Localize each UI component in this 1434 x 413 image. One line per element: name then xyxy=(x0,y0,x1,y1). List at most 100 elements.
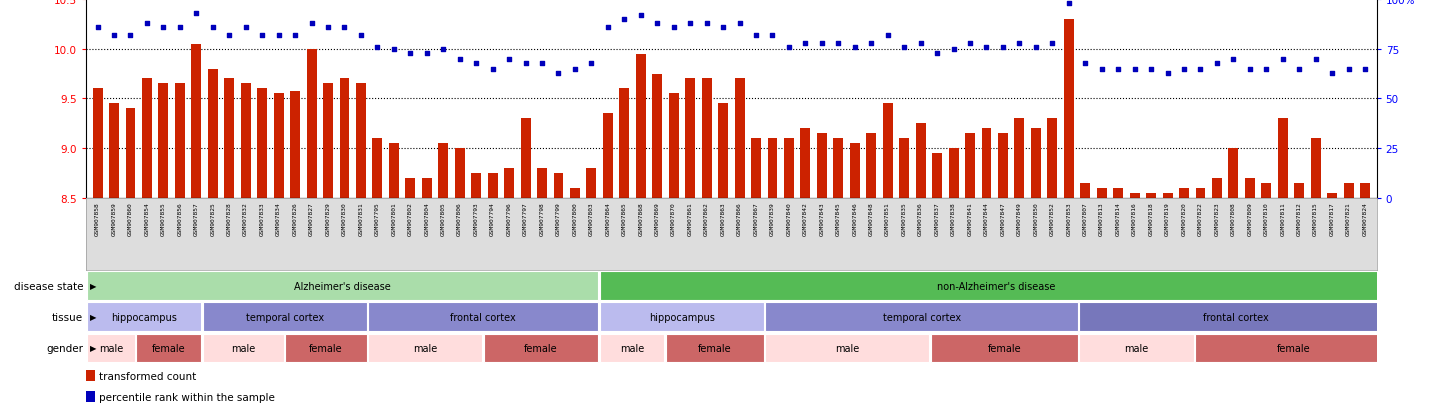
Bar xyxy=(1163,193,1173,198)
Text: temporal cortex: temporal cortex xyxy=(882,312,961,322)
Point xyxy=(794,40,817,47)
Text: GSM907830: GSM907830 xyxy=(341,202,347,235)
Bar xyxy=(1080,334,1195,362)
Text: GSM907816: GSM907816 xyxy=(1133,202,1137,235)
Point xyxy=(1305,56,1328,63)
Text: ▶: ▶ xyxy=(90,282,98,290)
Bar xyxy=(587,169,597,198)
Point xyxy=(1189,66,1212,73)
Bar xyxy=(1212,178,1222,198)
Bar xyxy=(191,45,201,198)
Text: GSM907818: GSM907818 xyxy=(1149,202,1153,235)
Text: GSM907844: GSM907844 xyxy=(984,202,989,235)
Point xyxy=(383,46,406,53)
Text: GSM907805: GSM907805 xyxy=(440,202,446,235)
Bar xyxy=(136,334,201,362)
Text: GSM907836: GSM907836 xyxy=(918,202,923,235)
Text: GSM907815: GSM907815 xyxy=(1314,202,1318,235)
Text: GSM907845: GSM907845 xyxy=(836,202,840,235)
Bar xyxy=(340,79,350,198)
Point xyxy=(597,24,619,31)
Point xyxy=(449,56,472,63)
Bar xyxy=(1278,119,1288,198)
Bar xyxy=(1031,129,1041,198)
Bar xyxy=(965,134,975,198)
Point xyxy=(860,40,883,47)
Point xyxy=(1255,66,1278,73)
Point xyxy=(991,44,1014,51)
Bar xyxy=(599,334,664,362)
Bar xyxy=(685,79,695,198)
Text: GSM907865: GSM907865 xyxy=(622,202,627,235)
Point xyxy=(1239,66,1262,73)
Bar xyxy=(1245,178,1255,198)
Text: female: female xyxy=(310,343,343,353)
Point xyxy=(909,40,932,47)
Text: GSM907859: GSM907859 xyxy=(112,202,116,235)
Text: GSM907854: GSM907854 xyxy=(145,202,149,235)
Text: GSM907801: GSM907801 xyxy=(391,202,396,235)
Point xyxy=(827,40,850,47)
Text: GSM907846: GSM907846 xyxy=(852,202,858,235)
Bar xyxy=(483,334,598,362)
Bar xyxy=(1097,188,1107,198)
Point xyxy=(1140,66,1163,73)
Text: GSM907799: GSM907799 xyxy=(556,202,561,235)
Bar xyxy=(916,124,925,198)
Bar xyxy=(202,334,284,362)
Point xyxy=(958,40,981,47)
Point xyxy=(1272,56,1295,63)
Text: female: female xyxy=(698,343,731,353)
Point xyxy=(1288,66,1311,73)
Bar xyxy=(175,84,185,198)
Text: GSM907853: GSM907853 xyxy=(1067,202,1071,235)
Bar xyxy=(850,144,860,198)
Bar xyxy=(599,272,1392,300)
Text: gender: gender xyxy=(46,343,83,353)
Text: GSM907862: GSM907862 xyxy=(704,202,710,235)
Point xyxy=(103,32,126,39)
Bar xyxy=(323,84,333,198)
Point xyxy=(1173,66,1196,73)
Point xyxy=(168,24,191,31)
Bar xyxy=(208,69,218,198)
Point xyxy=(416,50,439,57)
Text: GSM907814: GSM907814 xyxy=(1116,202,1121,235)
Text: GSM907827: GSM907827 xyxy=(310,202,314,235)
Text: Alzheimer's disease: Alzheimer's disease xyxy=(294,281,391,291)
Text: temporal cortex: temporal cortex xyxy=(245,312,324,322)
Point xyxy=(465,60,488,67)
Text: female: female xyxy=(1278,343,1311,353)
Text: GSM907800: GSM907800 xyxy=(572,202,578,235)
Text: GSM907794: GSM907794 xyxy=(490,202,495,235)
Text: frontal cortex: frontal cortex xyxy=(1203,312,1269,322)
Bar xyxy=(109,104,119,198)
Text: GSM907833: GSM907833 xyxy=(260,202,265,235)
Text: GSM907868: GSM907868 xyxy=(638,202,644,235)
Bar xyxy=(817,134,827,198)
Bar xyxy=(1295,183,1304,198)
Text: GSM907860: GSM907860 xyxy=(128,202,133,235)
Bar xyxy=(751,139,761,198)
Bar xyxy=(602,114,612,198)
Point xyxy=(1074,60,1097,67)
Point xyxy=(1107,66,1130,73)
Text: transformed count: transformed count xyxy=(99,371,196,381)
Bar xyxy=(538,169,546,198)
Point xyxy=(185,11,208,17)
Bar xyxy=(142,79,152,198)
Text: GSM907806: GSM907806 xyxy=(457,202,462,235)
Text: GSM907838: GSM907838 xyxy=(951,202,956,235)
Text: GSM907820: GSM907820 xyxy=(1182,202,1186,235)
Text: GSM907840: GSM907840 xyxy=(786,202,792,235)
Point xyxy=(942,46,965,53)
Bar xyxy=(1196,334,1392,362)
Text: GSM907834: GSM907834 xyxy=(277,202,281,235)
Point xyxy=(1222,56,1245,63)
Text: GSM907817: GSM907817 xyxy=(1329,202,1335,235)
Text: female: female xyxy=(152,343,185,353)
Point xyxy=(531,60,554,67)
Text: GSM907870: GSM907870 xyxy=(671,202,677,235)
Point xyxy=(612,17,635,23)
Point xyxy=(711,24,734,31)
